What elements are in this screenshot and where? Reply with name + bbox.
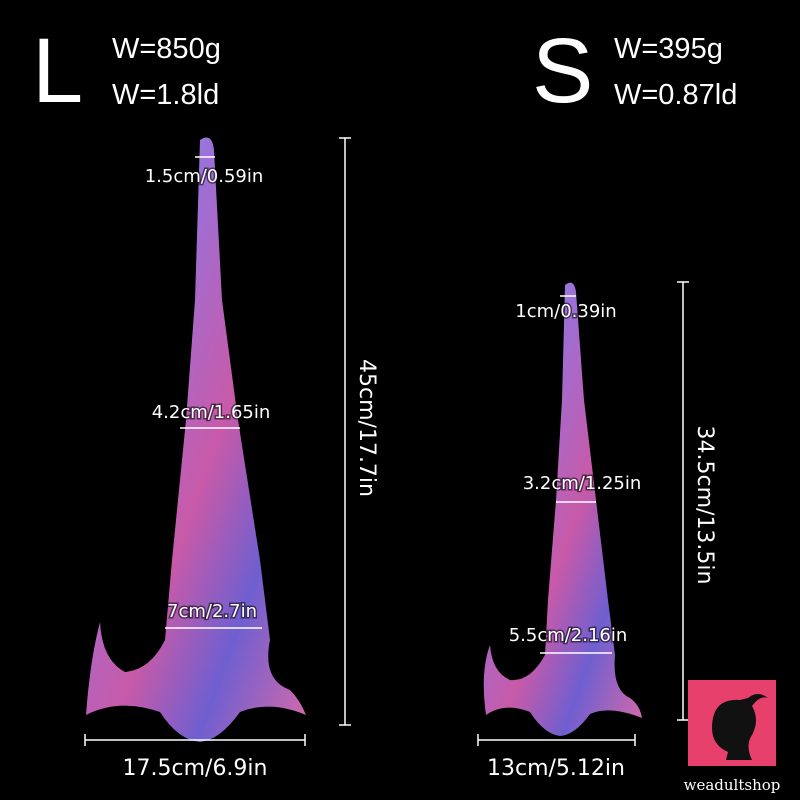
length: 45cm/17.7in	[354, 359, 379, 497]
weight-lb: W=0.87ld	[614, 79, 737, 111]
base-diameter: 7cm/2.7in	[167, 601, 257, 622]
product-s	[483, 282, 642, 736]
base-diameter: 5.5cm/2.16in	[509, 625, 628, 646]
middle-diameter: 3.2cm/1.25in	[523, 473, 642, 494]
weight-g: W=395g	[614, 33, 723, 65]
size-letter: S	[532, 20, 593, 122]
watermark: weadultshop	[684, 776, 781, 794]
tip-diameter: 1.5cm/0.59in	[145, 166, 264, 187]
length: 34.5cm/13.5in	[692, 426, 717, 585]
width: 17.5cm/6.9in	[123, 756, 268, 781]
product-l	[86, 137, 306, 743]
weight-lb: W=1.8ld	[112, 79, 219, 111]
logo-silhouette	[712, 694, 768, 760]
tip-diameter: 1cm/0.39in	[515, 301, 616, 322]
size-letter: L	[32, 20, 83, 122]
width: 13cm/5.12in	[487, 756, 625, 781]
middle-diameter: 4.2cm/1.65in	[152, 402, 271, 423]
weight-g: W=850g	[112, 33, 221, 65]
